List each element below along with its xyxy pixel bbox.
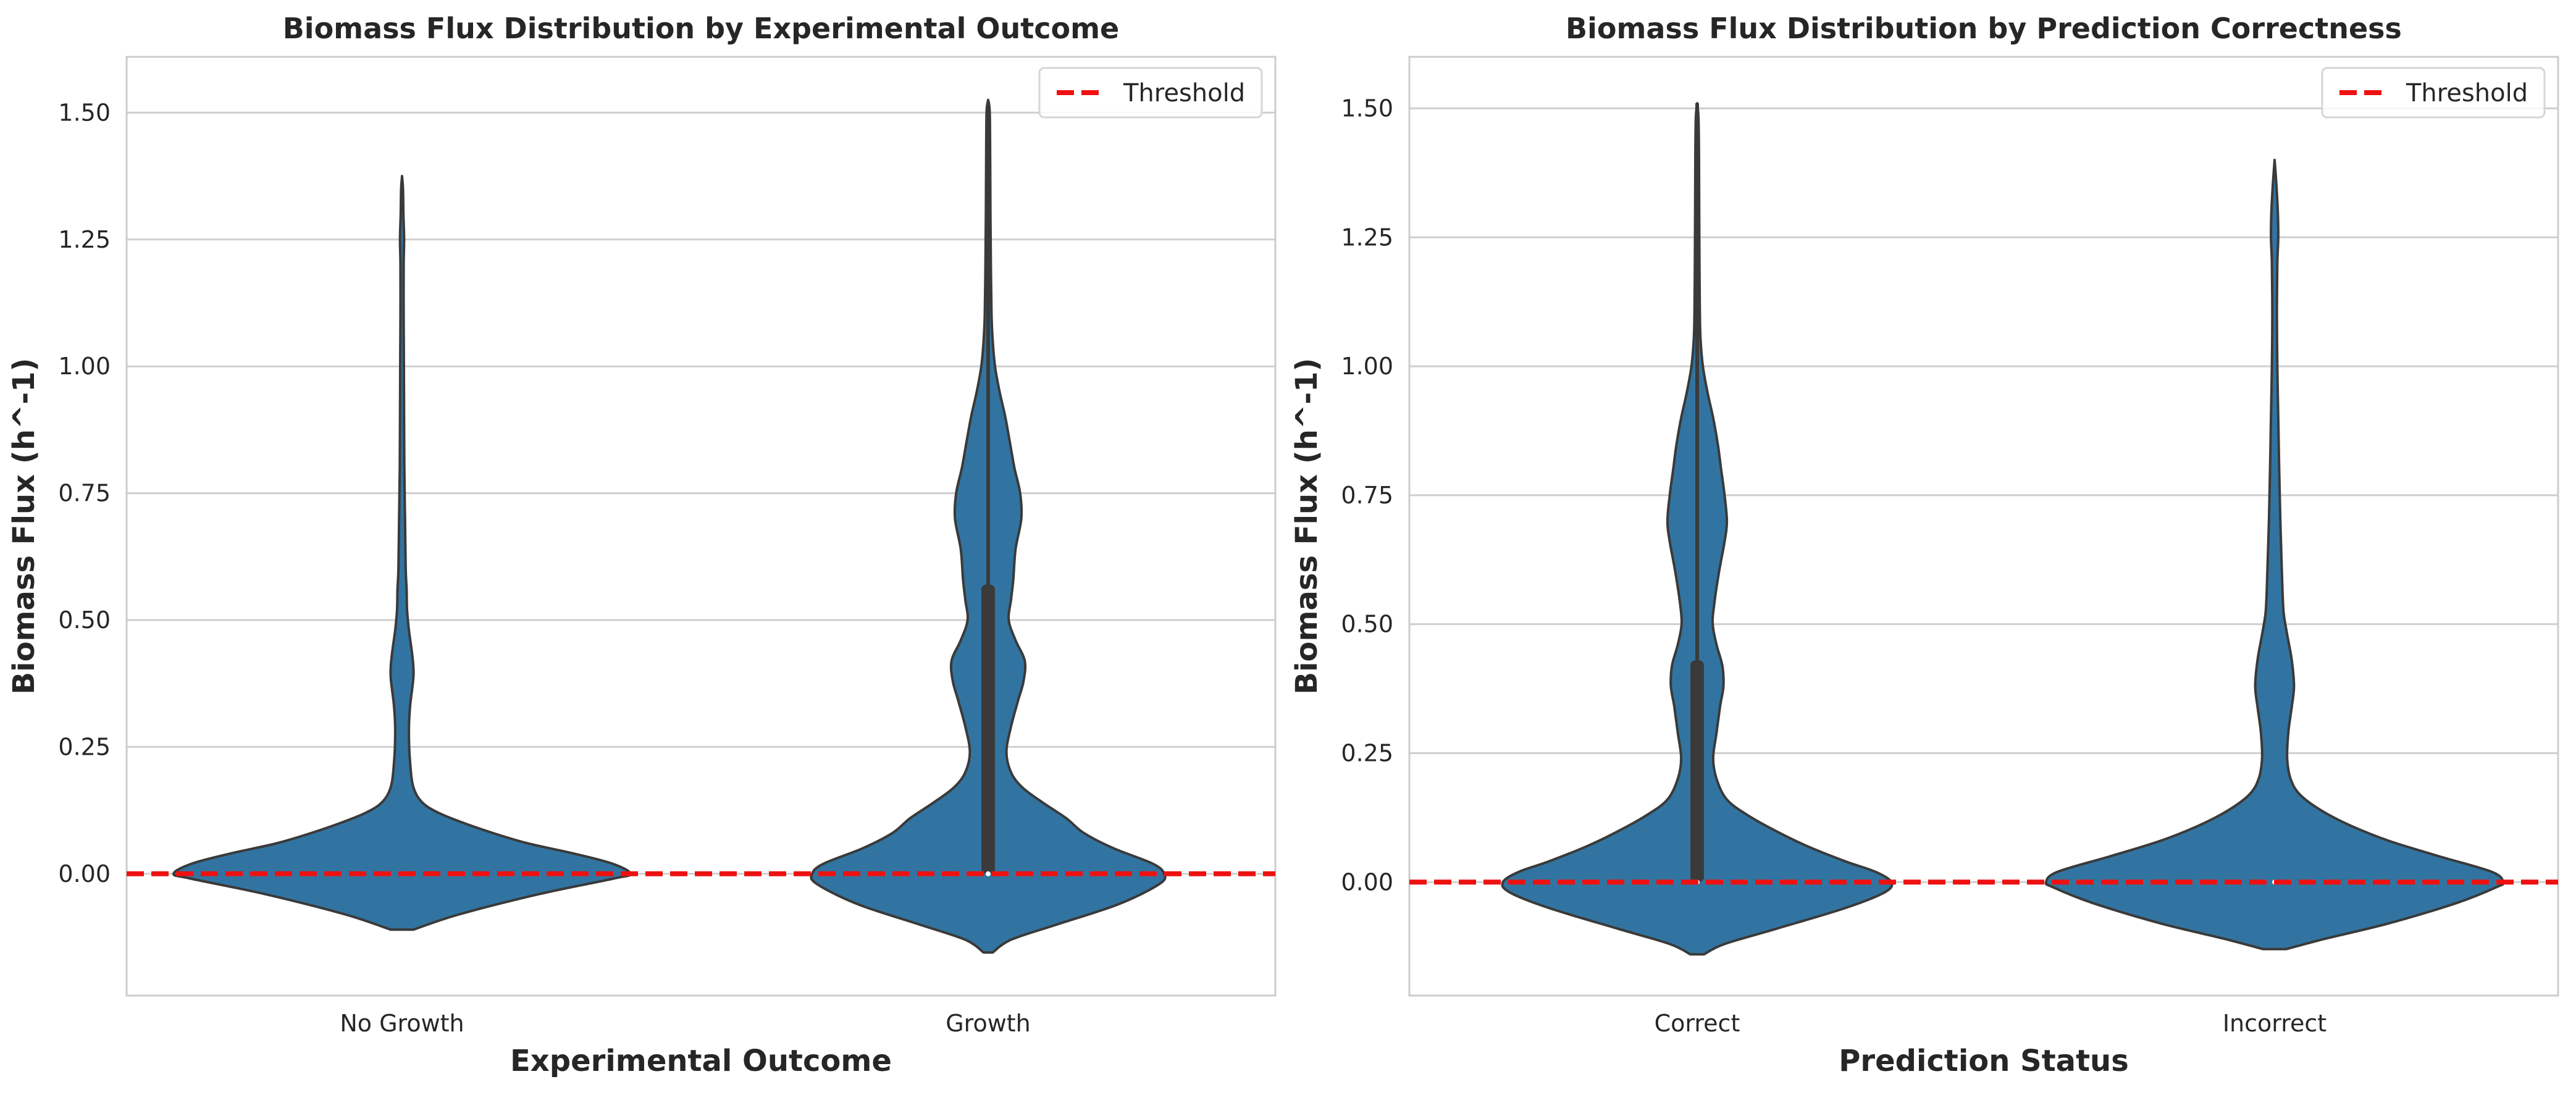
y-tick-label: 0.25 [1341, 739, 1393, 766]
legend-label: Threshold [2406, 79, 2528, 107]
x-axis-label: Experimental Outcome [510, 1044, 892, 1078]
chart-title: Biomass Flux Distribution by Prediction … [1566, 12, 2402, 45]
y-tick-label: 1.50 [1341, 95, 1393, 122]
chart-panel-1: No Growth Growth 0.00 0.25 0.50 0.75 1.00 1.25 1… [7, 12, 1277, 1078]
y-tick-label: 0.50 [58, 606, 111, 634]
y-tick-label: 1.00 [1341, 353, 1393, 380]
y-tick-label: 0.75 [1341, 482, 1393, 509]
x-tick-label: Correct [1655, 1010, 1740, 1037]
violin-no-growth [172, 175, 632, 931]
y-tick-label: 1.25 [1341, 224, 1393, 251]
y-tick-label: 0.00 [1341, 868, 1393, 896]
y-tick-label: 1.50 [58, 99, 111, 126]
y-tick-label: 1.00 [58, 353, 111, 380]
x-tick-label: No Growth [340, 1010, 464, 1037]
violin-box [1690, 660, 1704, 883]
y-tick-label: 0.00 [58, 860, 111, 887]
y-tick-label: 0.25 [58, 733, 111, 760]
y-tick-label: 1.25 [58, 226, 111, 253]
violin-incorrect [2044, 159, 2505, 950]
legend-label: Threshold [1123, 79, 1245, 107]
x-tick-label: Growth [946, 1010, 1031, 1037]
plot-frame [125, 56, 1277, 997]
legend-frame [1038, 67, 1263, 119]
x-axis-label: Prediction Status [1839, 1044, 2129, 1078]
chart-title: Biomass Flux Distribution by Experimenta… [283, 12, 1120, 45]
plot-frame [1408, 56, 2559, 997]
legend-frame [2321, 67, 2546, 119]
violin-median [986, 871, 991, 876]
legend: Threshold [1038, 67, 1263, 119]
y-axis-label: Biomass Flux (h^-1) [7, 358, 41, 695]
legend: Threshold [2321, 67, 2546, 119]
chart-panel-2: Correct Incorrect 0.00 0.25 0.50 0.75 1.00 1.25… [1290, 12, 2559, 1078]
y-axis-label: Biomass Flux (h^-1) [1290, 358, 1324, 695]
y-tick-label: 0.50 [1341, 611, 1393, 638]
y-tick-label: 0.75 [58, 480, 111, 507]
x-tick-label: Incorrect [2223, 1010, 2326, 1037]
violin-box [981, 584, 995, 874]
